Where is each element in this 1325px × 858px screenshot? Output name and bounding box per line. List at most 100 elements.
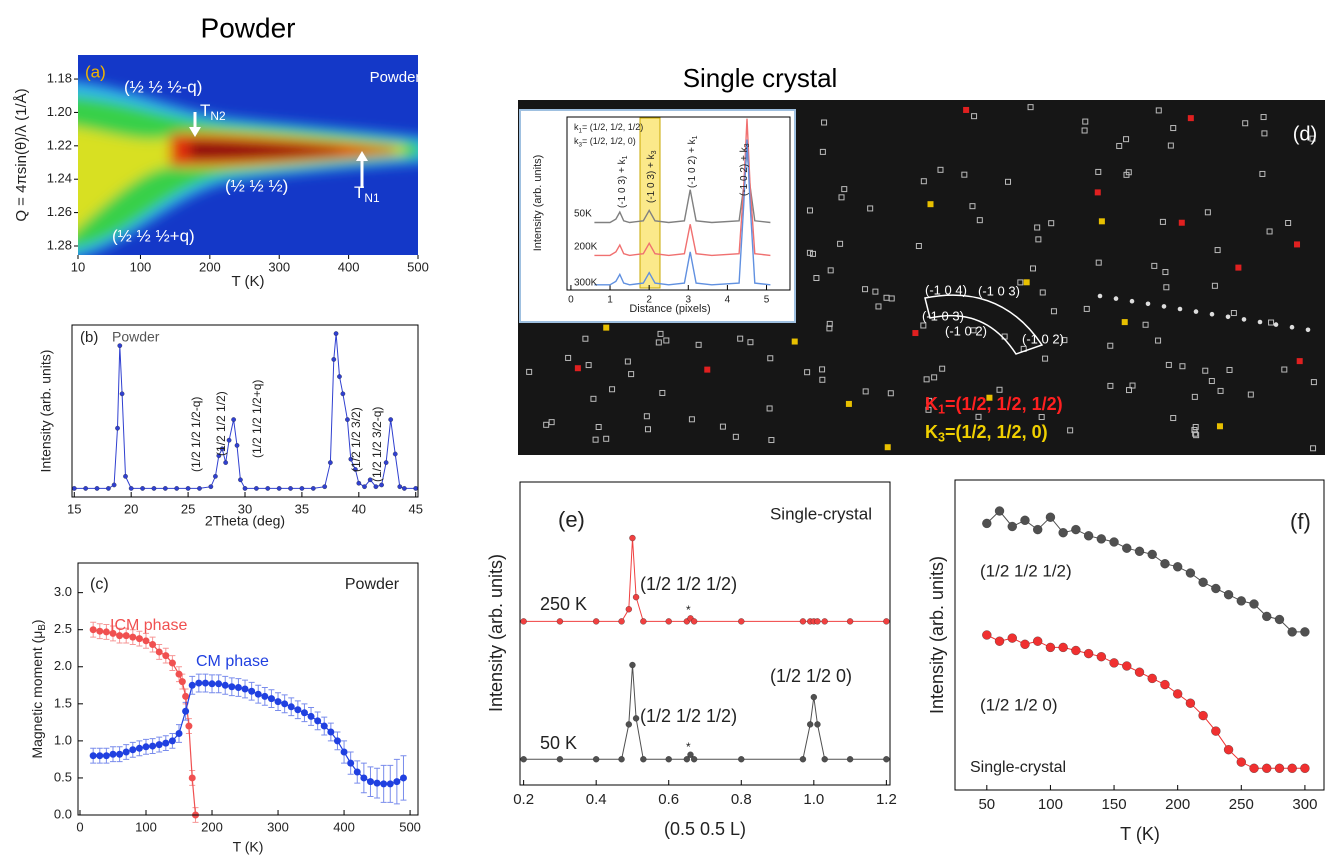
annotation: * (686, 603, 691, 617)
data-point (1109, 537, 1119, 547)
text-part: 3 (744, 143, 751, 147)
annotation: (-1 0 3) (978, 283, 1020, 298)
spot (1225, 314, 1231, 320)
text-part: 3 (938, 431, 945, 445)
spot (862, 388, 869, 395)
spot (585, 362, 592, 369)
spot (971, 113, 978, 120)
data-point (185, 722, 193, 730)
spot (1083, 305, 1090, 312)
spot (819, 366, 826, 373)
data-point (1300, 763, 1310, 773)
data-point (223, 460, 229, 465)
data-point (1223, 590, 1234, 600)
x-tick-label: 300 (1292, 796, 1317, 813)
spot (819, 148, 826, 155)
data-point (367, 477, 373, 483)
data-point (738, 756, 745, 763)
spot (925, 406, 932, 413)
spot (806, 249, 813, 256)
spot (1204, 209, 1211, 216)
series-label: ICM phase (110, 617, 187, 634)
spot (1260, 114, 1267, 121)
text-part: T (354, 183, 364, 202)
data-point (175, 670, 183, 678)
spot (1266, 228, 1273, 235)
data-point (1045, 642, 1056, 653)
data-point (162, 486, 168, 491)
text-part: 3 (579, 141, 583, 148)
spot (1098, 218, 1105, 225)
data-point (300, 709, 308, 717)
x-tick-label: 0 (76, 819, 83, 834)
data-point (1033, 524, 1043, 535)
data-point (129, 633, 137, 641)
data-point (162, 739, 170, 747)
data-point (738, 618, 745, 625)
text-part: ) (29, 619, 45, 624)
data-point (310, 486, 316, 491)
data-point (102, 752, 110, 760)
spot (1177, 306, 1183, 312)
text-part: N1 (364, 191, 380, 205)
spot (837, 240, 844, 247)
spot (768, 437, 775, 444)
text-part: k (574, 122, 579, 132)
data-point (265, 486, 271, 491)
x-tick-label: 2 (646, 295, 652, 306)
spot (1257, 319, 1263, 325)
annotation: (-1 0 2) + k1 (687, 135, 699, 188)
data-point (340, 748, 348, 756)
spot (1067, 427, 1074, 434)
spot (845, 400, 852, 407)
data-point (846, 618, 854, 625)
data-point (1173, 689, 1183, 699)
spot (920, 178, 927, 185)
spot (791, 338, 798, 345)
spot (1129, 382, 1136, 389)
series-line (93, 629, 197, 816)
highlight (639, 117, 661, 289)
y-axis-label: Intensity (arb. units) (532, 155, 544, 252)
data-point (994, 506, 1005, 516)
spot (737, 335, 744, 342)
data-point (213, 474, 218, 479)
data-point (1160, 679, 1170, 690)
x-tick-label: 200 (1165, 796, 1190, 813)
data-point (188, 774, 196, 782)
annotation: TN1 (354, 183, 380, 205)
spot (603, 435, 610, 442)
data-point (102, 628, 110, 636)
x-tick-label: 400 (333, 819, 355, 834)
series-label: CM phase (196, 653, 269, 670)
annotation: (1/2 1/2 1/2) (214, 391, 228, 456)
data-point (1007, 633, 1017, 643)
annotation: (1/2 1/2 3/2) (349, 407, 363, 472)
spot (595, 424, 602, 431)
spot (582, 335, 589, 342)
data-point (632, 593, 640, 601)
data-point (366, 778, 374, 786)
data-point (116, 750, 124, 758)
spot (1217, 387, 1224, 394)
annotation: Powder (112, 329, 160, 345)
spot (1273, 322, 1279, 327)
data-point (556, 756, 564, 763)
spot (1247, 391, 1254, 398)
spot (1170, 415, 1177, 422)
x-tick-label: 150 (1102, 796, 1127, 813)
spot (603, 324, 610, 331)
data-point (379, 482, 384, 488)
spot (931, 374, 938, 381)
data-point (593, 756, 600, 763)
data-point (182, 707, 190, 715)
data-point (162, 652, 170, 660)
data-point (1083, 648, 1094, 659)
y-axis-label: Intensity (arb. units) (927, 556, 947, 714)
data-point (274, 698, 282, 706)
spot (1082, 118, 1089, 125)
data-point (299, 486, 305, 491)
data-point (1096, 652, 1106, 662)
spot (1281, 366, 1288, 373)
spot (1116, 142, 1123, 149)
